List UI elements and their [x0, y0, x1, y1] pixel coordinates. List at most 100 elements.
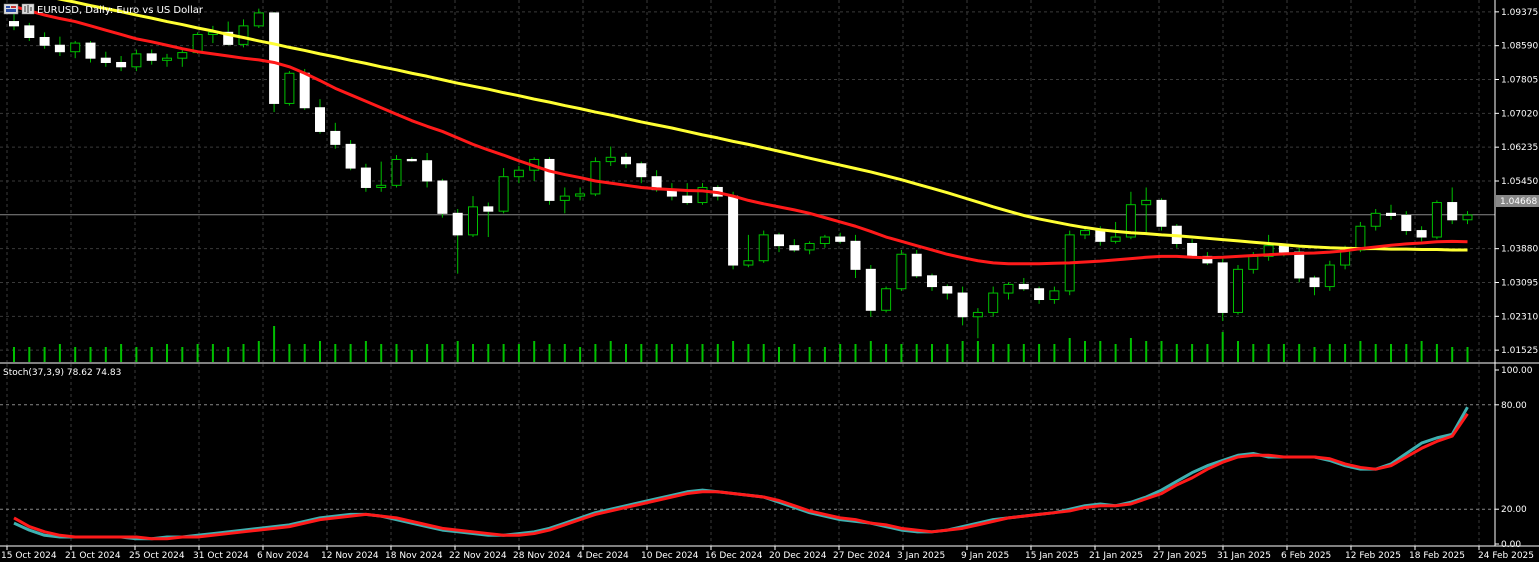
candle[interactable] — [284, 71, 295, 106]
candle-body-bull — [498, 176, 509, 212]
candle[interactable] — [559, 187, 570, 214]
candle[interactable] — [131, 49, 142, 72]
candle[interactable] — [1141, 187, 1152, 235]
candle[interactable] — [1233, 265, 1243, 315]
candle[interactable] — [743, 234, 754, 268]
candle-body-bear — [299, 72, 310, 109]
candle[interactable] — [360, 163, 371, 192]
candle[interactable] — [1324, 260, 1335, 291]
candle[interactable] — [1462, 211, 1473, 225]
candle[interactable] — [437, 178, 448, 218]
candle[interactable] — [774, 232, 784, 253]
candle-body-bear — [146, 53, 157, 61]
candle[interactable] — [498, 168, 509, 214]
candle[interactable] — [1431, 200, 1442, 240]
candle[interactable] — [972, 308, 983, 339]
candle[interactable] — [590, 157, 601, 197]
candle[interactable] — [621, 152, 631, 169]
candle[interactable] — [575, 187, 586, 201]
candle[interactable] — [804, 241, 815, 255]
candle[interactable] — [54, 36, 65, 57]
candle-body-bear — [774, 234, 784, 247]
candle[interactable] — [988, 286, 999, 317]
candle[interactable] — [24, 22, 35, 41]
candle[interactable] — [1034, 286, 1045, 304]
candle[interactable] — [682, 183, 693, 205]
candle-body-bull — [1324, 264, 1335, 288]
candle-body-bull — [1110, 236, 1121, 242]
candle-body-bull — [1233, 268, 1243, 313]
candle[interactable] — [942, 284, 953, 300]
candle[interactable] — [758, 230, 769, 263]
candle[interactable] — [1309, 275, 1320, 296]
price-tick-label: 1.02310 — [1501, 312, 1538, 322]
candle-body-bull — [972, 311, 983, 318]
candle[interactable] — [697, 183, 708, 205]
candle[interactable] — [636, 161, 647, 184]
candle[interactable] — [1416, 226, 1427, 242]
candle[interactable] — [819, 234, 830, 248]
date-tick-label: 21 Oct 2024 — [65, 551, 121, 561]
candle[interactable] — [146, 49, 157, 65]
candle-body-bear — [85, 42, 96, 59]
candle[interactable] — [1401, 211, 1412, 235]
candle[interactable] — [315, 99, 325, 134]
candle[interactable] — [100, 51, 111, 67]
candle[interactable] — [345, 140, 356, 171]
candle[interactable] — [177, 49, 188, 67]
candle[interactable] — [422, 152, 433, 188]
candle[interactable] — [544, 157, 555, 205]
candle[interactable] — [39, 32, 50, 49]
candle[interactable] — [789, 239, 800, 253]
chart-type-icon[interactable] — [21, 3, 35, 15]
candle[interactable] — [9, 12, 19, 31]
stoch-tick-label: 80.00 — [1501, 401, 1527, 411]
candle[interactable] — [1156, 198, 1167, 231]
candle-body-bull — [391, 158, 402, 186]
candle[interactable] — [605, 146, 616, 166]
date-tick-label: 21 Jan 2025 — [1089, 551, 1143, 561]
candle[interactable] — [1370, 209, 1381, 231]
candle[interactable] — [468, 196, 478, 238]
candle[interactable] — [330, 122, 341, 149]
candle[interactable] — [1386, 204, 1396, 220]
candle[interactable] — [116, 56, 127, 72]
candle[interactable] — [1263, 234, 1274, 261]
candle[interactable] — [865, 265, 876, 317]
candle-body-bull — [376, 184, 387, 188]
candle[interactable] — [70, 40, 81, 59]
candle[interactable] — [881, 286, 892, 313]
candle-body-bull — [1431, 202, 1442, 238]
stochastic-lines — [13, 406, 1469, 541]
candle[interactable] — [162, 53, 172, 67]
candle[interactable] — [1049, 286, 1060, 304]
candle[interactable] — [1217, 258, 1228, 322]
candle[interactable] — [376, 161, 387, 192]
candle[interactable] — [728, 191, 739, 270]
candle[interactable] — [927, 273, 937, 291]
candle-body-bear — [360, 167, 371, 188]
candle[interactable] — [896, 249, 907, 291]
candle[interactable] — [483, 202, 494, 238]
window-menu-icon[interactable] — [3, 3, 19, 15]
candle-body-bear — [1156, 199, 1167, 227]
date-tick-label: 27 Jan 2025 — [1153, 551, 1207, 561]
candle[interactable] — [957, 286, 968, 326]
price-tick-label: 1.08590 — [1501, 42, 1538, 52]
candle[interactable] — [850, 234, 861, 278]
candle[interactable] — [513, 165, 524, 184]
candle[interactable] — [253, 8, 264, 29]
candle[interactable] — [452, 209, 463, 274]
candle[interactable] — [911, 249, 922, 278]
candle[interactable] — [1447, 187, 1458, 225]
candle-body-bear — [330, 130, 341, 145]
candle[interactable] — [85, 40, 96, 63]
candle[interactable] — [835, 232, 846, 244]
candle-body-bear — [39, 36, 50, 46]
candle[interactable] — [406, 157, 417, 162]
candle[interactable] — [391, 155, 402, 188]
candle[interactable] — [1018, 277, 1029, 291]
candle[interactable] — [1003, 282, 1014, 300]
